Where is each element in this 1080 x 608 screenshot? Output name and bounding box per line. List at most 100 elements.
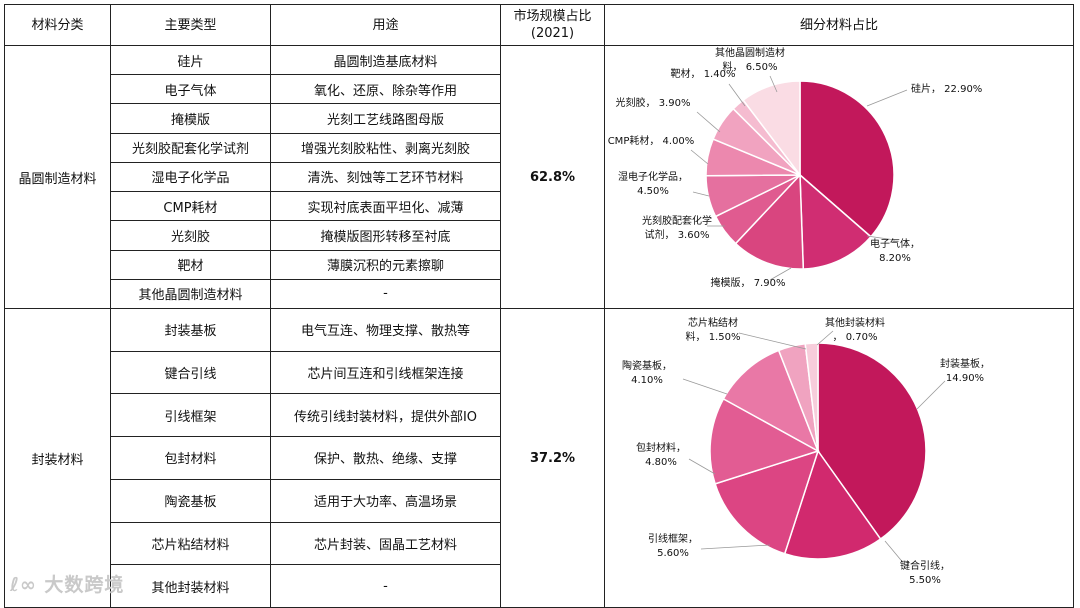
use-cell: 晶圆制造基底材料 bbox=[270, 44, 501, 76]
pie-slice bbox=[783, 449, 882, 560]
table-row: 其他晶圆制造材料 - bbox=[5, 278, 1074, 310]
slice-label: 光刻胶配套化学试剂， 3.60% bbox=[642, 214, 712, 241]
slice-label: 掩模版， 7.90% bbox=[711, 276, 786, 289]
pie-cell: 封装基板， 14.90% 键合引线， 5.50% 引线框架， 5.60% 包封材料， 4.80… bbox=[604, 308, 1074, 608]
header-use: 用途 bbox=[270, 4, 501, 46]
leader-line bbox=[682, 378, 728, 395]
materials-table: 材料分类 主要类型 用途 市场规模占比 (2021) 细分材料占比 晶圆制造材料… bbox=[4, 4, 1074, 608]
slice-label: 靶材， 1.40% bbox=[671, 67, 736, 80]
pie-slice bbox=[734, 173, 805, 270]
use-cell: 薄膜沉积的元素擦聊 bbox=[270, 249, 501, 280]
use-cell: 光刻工艺线路图母版 bbox=[270, 103, 501, 134]
slice-label: 光刻胶， 3.90% bbox=[616, 96, 691, 109]
type-cell: 其他封装材料 bbox=[110, 564, 271, 608]
leader-line bbox=[866, 235, 896, 241]
type-cell: 靶材 bbox=[110, 249, 271, 280]
use-cell: 芯片间互连和引线框架连接 bbox=[270, 350, 501, 395]
table-row: 陶瓷基板 适用于大功率、高温场景 bbox=[5, 478, 1074, 523]
market-share-cell: 37.2% bbox=[500, 308, 605, 608]
use-cell: 掩模版图形转移至衬底 bbox=[270, 220, 501, 251]
leader-line bbox=[728, 83, 746, 107]
use-cell: - bbox=[270, 564, 501, 608]
type-cell: 电子气体 bbox=[110, 74, 271, 105]
leader-line bbox=[692, 191, 710, 197]
watermark: ℓ∞ 大数跨境 bbox=[10, 570, 124, 597]
table-row: 键合引线 芯片间互连和引线框架连接 bbox=[5, 350, 1074, 395]
table-row: 封装材料 封装基板 电气互连、物理支撑、散热等 37.2% 封装基板， 14.90% 键合引… bbox=[4, 308, 1074, 608]
type-cell: 掩模版 bbox=[110, 103, 271, 134]
table-row: 引线框架 传统引线封装材料，提供外部IO bbox=[5, 393, 1074, 438]
leader-line bbox=[690, 149, 709, 165]
market-share-cell: 62.8% bbox=[500, 45, 605, 309]
use-cell: - bbox=[270, 278, 501, 310]
use-cell: 适用于大功率、高温场景 bbox=[270, 478, 501, 523]
pie-slice bbox=[709, 397, 820, 485]
slice-label: 硅片， 22.90% bbox=[911, 82, 982, 95]
header-category: 材料分类 bbox=[4, 4, 111, 46]
type-cell: 硅片 bbox=[110, 44, 271, 76]
use-cell: 增强光刻胶粘性、剥离光刻胶 bbox=[270, 132, 501, 163]
slice-label: 芯片粘结材料， 1.50% bbox=[686, 316, 741, 343]
type-cell: 光刻胶 bbox=[110, 220, 271, 251]
table-row: 包封材料 保护、散热、绝缘、支撑 bbox=[5, 436, 1074, 480]
table-row: 光刻胶 掩模版图形转移至衬底 bbox=[5, 220, 1074, 251]
table-row: 掩模版 光刻工艺线路图母版 bbox=[5, 103, 1074, 134]
slice-label: 引线框架， 5.60% bbox=[648, 532, 698, 559]
leader-line bbox=[696, 111, 721, 133]
header-row: 材料分类 主要类型 用途 市场规模占比 (2021) 细分材料占比 bbox=[4, 4, 1074, 46]
use-cell: 保护、散热、绝缘、支撑 bbox=[270, 436, 501, 480]
type-cell: 陶瓷基板 bbox=[110, 478, 271, 523]
leader-line bbox=[700, 544, 771, 550]
type-cell: 包封材料 bbox=[110, 436, 271, 480]
wafer-materials-pie: 硅片， 22.90% 电子气体， 8.20% 掩模版， 7.90% 光刻胶配套化学试剂，… bbox=[608, 46, 983, 290]
slice-label: 电子气体， 8.20% bbox=[870, 237, 920, 264]
pie-slice bbox=[742, 80, 801, 178]
type-cell: 其他晶圆制造材料 bbox=[110, 278, 271, 310]
use-cell: 芯片封装、固晶工艺材料 bbox=[270, 521, 501, 566]
pie-slice bbox=[799, 80, 895, 238]
use-cell: 电气互连、物理支撑、散热等 bbox=[270, 308, 501, 352]
type-cell: 引线框架 bbox=[110, 393, 271, 438]
leader-line bbox=[769, 75, 778, 93]
pie-slice bbox=[799, 173, 872, 270]
table-body: 晶圆制造材料 硅片 晶圆制造基底材料 62.8% 硅片， 22.90% 电子气体， 8.20… bbox=[4, 44, 1074, 608]
use-cell: 传统引线封装材料，提供外部IO bbox=[270, 393, 501, 438]
watermark-logo-icon: ℓ∞ bbox=[10, 574, 45, 596]
pie-cell: 硅片， 22.90% 电子气体， 8.20% 掩模版， 7.90% 光刻胶配套化学试剂，… bbox=[604, 45, 1074, 309]
pie-slice bbox=[714, 449, 820, 555]
table-row: 湿电子化学品 清洗、刻蚀等工艺环节材料 bbox=[5, 161, 1074, 193]
leader-line bbox=[866, 89, 908, 107]
table-row: 电子气体 氧化、还原、除杂等作用 bbox=[5, 74, 1074, 105]
type-cell: 光刻胶配套化学试剂 bbox=[110, 132, 271, 163]
leader-line bbox=[738, 332, 807, 350]
slice-label: 封装基板， 14.90% bbox=[940, 357, 990, 384]
slice-label: 包封材料， 4.80% bbox=[636, 441, 686, 468]
type-cell: 湿电子化学品 bbox=[110, 161, 271, 193]
leader-line bbox=[688, 458, 716, 475]
pie-slice bbox=[817, 342, 927, 541]
type-cell: CMP耗材 bbox=[110, 191, 271, 222]
packaging-materials-pie: 封装基板， 14.90% 键合引线， 5.50% 引线框架， 5.60% 包封材料， 4.80… bbox=[622, 316, 990, 586]
use-cell: 氧化、还原、除杂等作用 bbox=[270, 74, 501, 105]
category-cell: 晶圆制造材料 bbox=[4, 45, 111, 309]
use-cell: 实现衬底表面平坦化、减薄 bbox=[270, 191, 501, 222]
slice-label: 其他封装材料， 0.70% bbox=[825, 316, 885, 343]
leader-line bbox=[916, 380, 946, 410]
slice-label: 键合引线， 5.50% bbox=[900, 559, 950, 586]
type-cell: 键合引线 bbox=[110, 350, 271, 395]
header-share: 市场规模占比 (2021) bbox=[500, 4, 605, 46]
category-cell: 封装材料 bbox=[4, 308, 111, 608]
table-row: 其他封装材料 - bbox=[5, 564, 1074, 608]
leader-line bbox=[769, 267, 792, 281]
slice-label: CMP耗材， 4.00% bbox=[608, 134, 695, 147]
table-row: 晶圆制造材料 硅片 晶圆制造基底材料 62.8% 硅片， 22.90% 电子气体， 8.20… bbox=[4, 44, 1074, 309]
leader-line bbox=[816, 330, 834, 346]
pie-slice bbox=[804, 342, 819, 452]
type-cell: 芯片粘结材料 bbox=[110, 521, 271, 566]
slice-label: 其他晶圆制造材料， 6.50% bbox=[715, 46, 785, 73]
watermark-text: 大数跨境 bbox=[44, 574, 125, 596]
slice-label: 陶瓷基板， 4.10% bbox=[622, 359, 672, 386]
type-cell: 封装基板 bbox=[110, 308, 271, 352]
header-pie: 细分材料占比 bbox=[604, 4, 1074, 46]
leader-line bbox=[884, 540, 906, 566]
